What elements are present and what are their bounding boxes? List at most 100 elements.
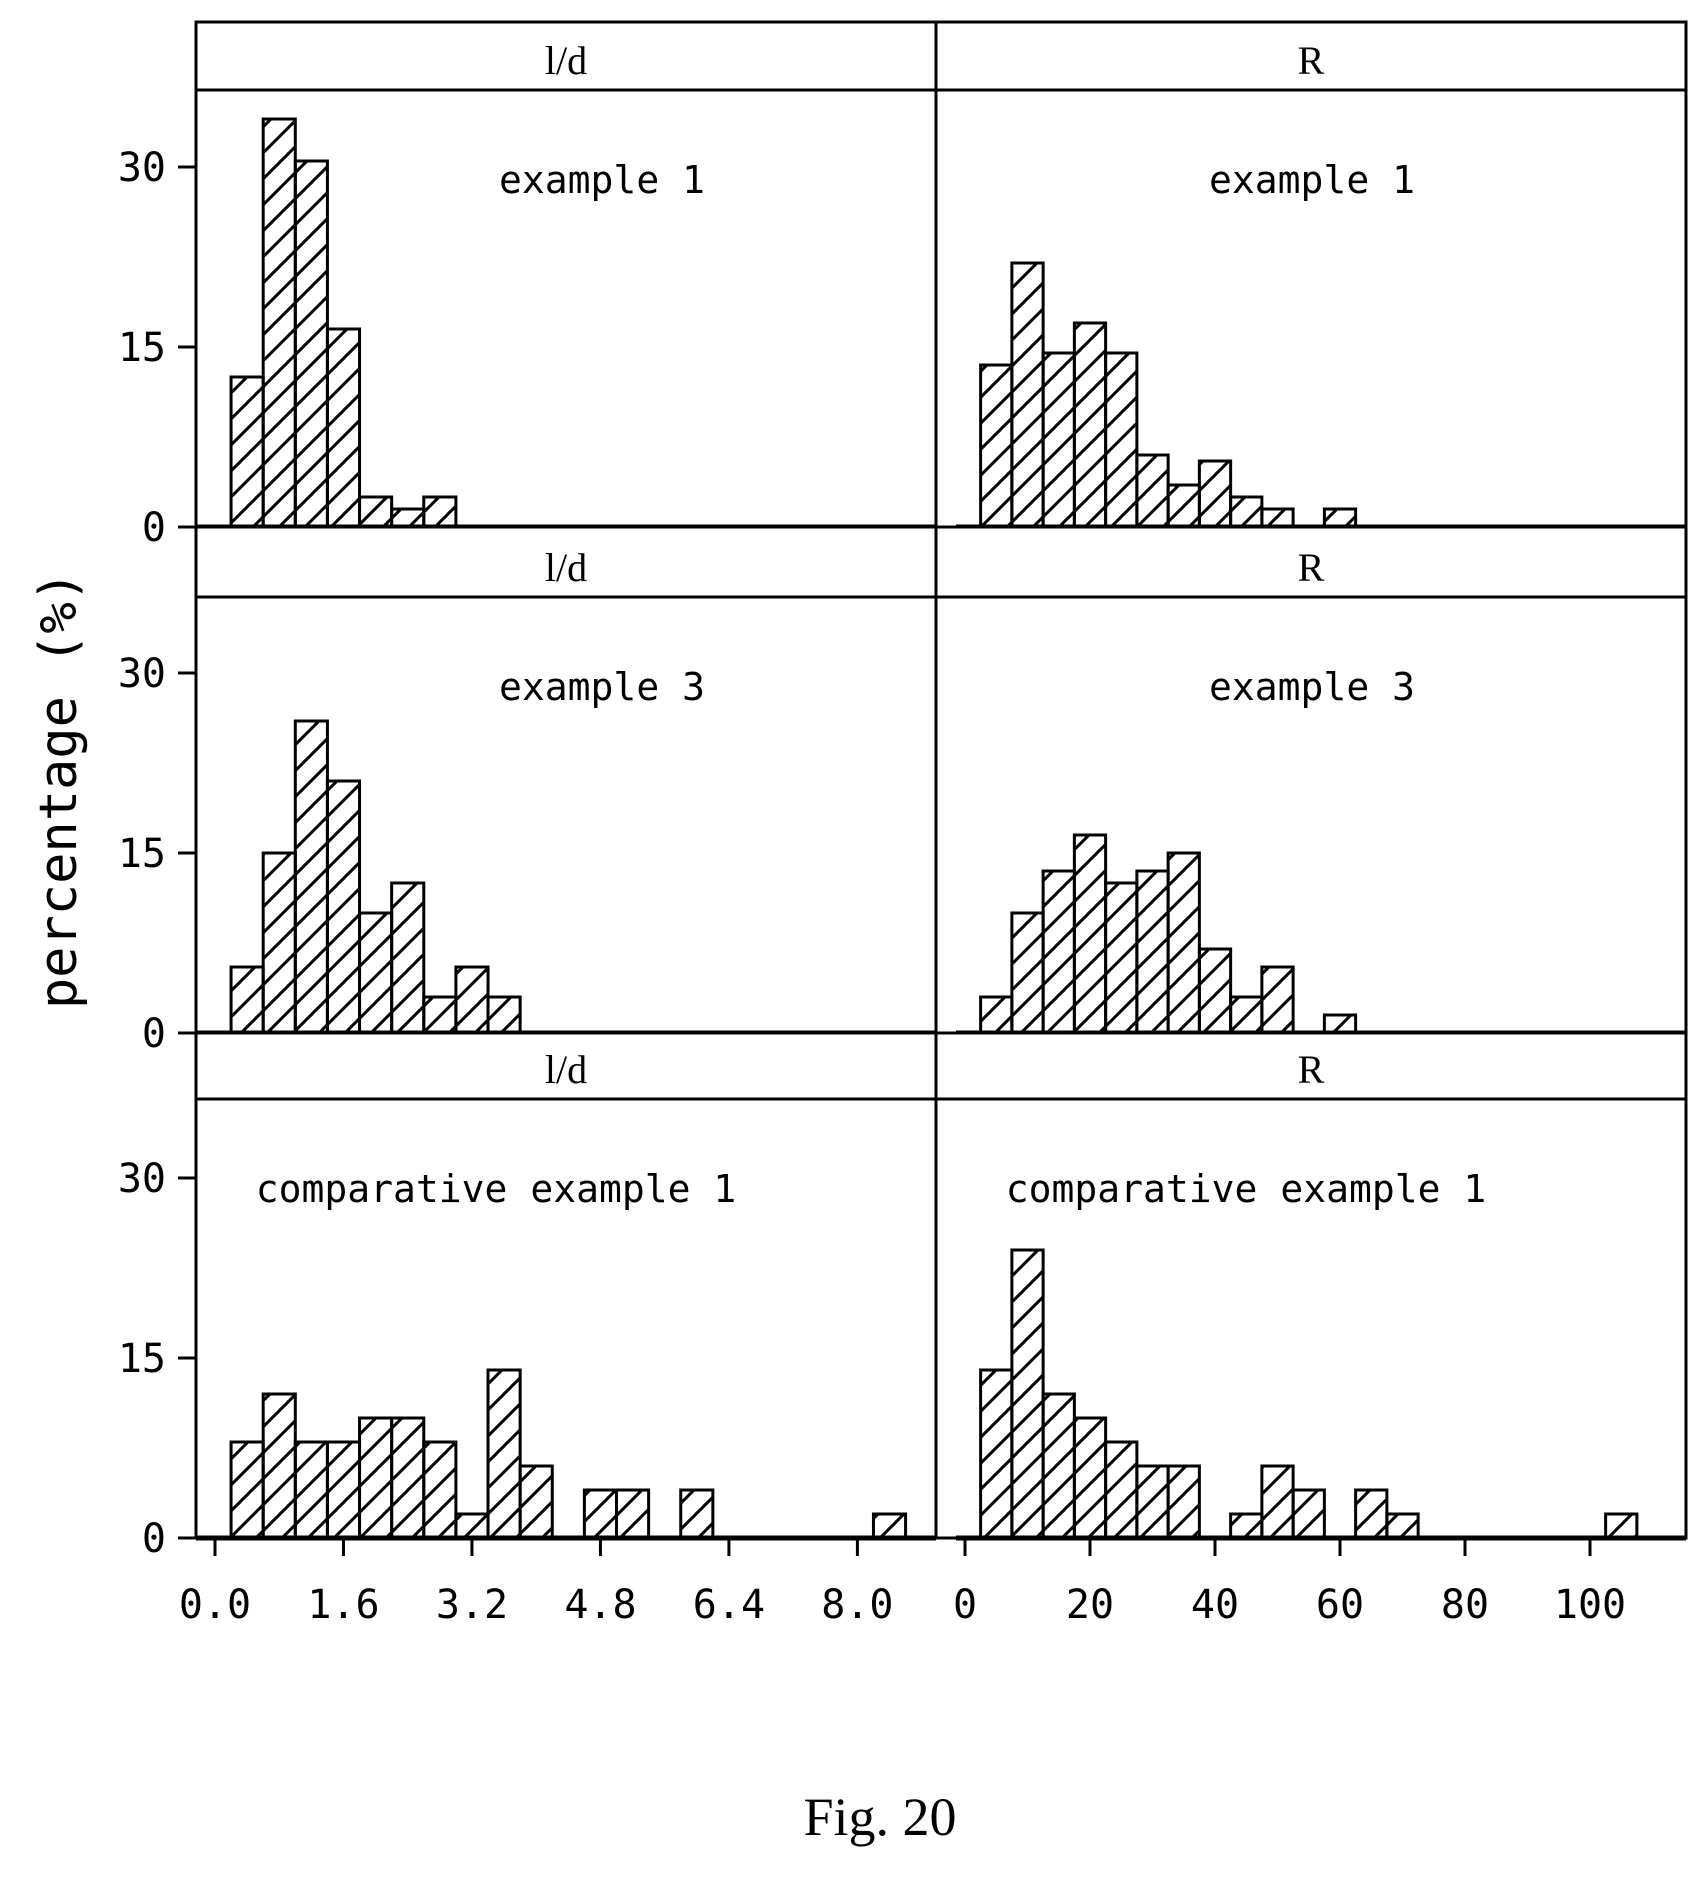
panel-strip (194, 20, 938, 92)
histogram-bar (871, 1512, 908, 1540)
histogram-bar (390, 881, 426, 1035)
histogram-bar (358, 495, 394, 529)
panel-strip (934, 20, 1688, 92)
histogram-bar (1260, 1464, 1295, 1540)
histogram-bar (1135, 869, 1170, 1035)
histogram-bar (454, 965, 490, 1035)
panel-annotation: comparative example 1 (1006, 1167, 1486, 1211)
panel-strip (934, 525, 1688, 599)
histogram-bar (1072, 833, 1108, 1035)
histogram-bar (325, 327, 362, 529)
x-tick-label: 3.2 (436, 1582, 508, 1628)
histogram-bar (293, 719, 329, 1035)
histogram-bar (422, 1440, 458, 1540)
histogram-bar (229, 1440, 265, 1540)
figure-caption: Fig. 20 (803, 1787, 956, 1847)
histogram-bar (1229, 1512, 1264, 1540)
histogram-bar (1041, 1392, 1076, 1540)
panel-ld-example-1: l/d example 1 (194, 20, 938, 530)
panel-annotation: example 3 (1209, 665, 1415, 709)
histogram-bar (261, 1392, 297, 1540)
histogram-bar (979, 995, 1014, 1035)
histogram-bar (1166, 483, 1201, 529)
histogram-bar (1041, 869, 1076, 1035)
histogram-bar (1010, 261, 1045, 529)
histogram-bar (1104, 1440, 1139, 1540)
histogram-bar (518, 1464, 554, 1540)
histogram-bar (261, 851, 297, 1035)
strip-label: l/d (545, 545, 587, 590)
x-tick-label: 6.4 (693, 1582, 765, 1628)
strip-label: l/d (545, 1047, 587, 1092)
histogram-bar (1604, 1512, 1639, 1540)
x-tick-label: 0 (953, 1582, 977, 1628)
x-tick-label: 80 (1441, 1582, 1489, 1628)
histogram-bar (679, 1488, 715, 1540)
histogram-bar (486, 1368, 522, 1540)
histogram-bar (486, 995, 522, 1035)
histogram-bar (422, 995, 458, 1035)
histogram-bar (1322, 1013, 1358, 1035)
x-tick-label: 60 (1316, 1582, 1364, 1628)
histogram-bar (615, 1488, 651, 1540)
y-tick-label: 30 (118, 651, 166, 697)
x-tick-label: 0.0 (179, 1582, 251, 1628)
x-tick-labels: 0.0 1.6 3.2 4.8 6.4 8.0 0 20 40 60 80 100 (179, 1538, 1626, 1628)
y-tick-labels: 0 15 30 0 15 30 0 15 30 (118, 145, 196, 1562)
panel-ld-example-3: l/d example 3 (194, 525, 938, 1036)
histogram-bar (1322, 507, 1358, 529)
panel-annotation: example 3 (499, 665, 705, 709)
histogram-bar (293, 159, 329, 529)
histogram-bar (582, 1488, 619, 1540)
histogram-bar (1072, 1416, 1108, 1540)
x-tick-label: 20 (1066, 1582, 1114, 1628)
histogram-bar (1229, 995, 1264, 1035)
y-tick-label: 30 (118, 1156, 166, 1202)
y-tick-label: 0 (142, 505, 166, 551)
histogram-bar (390, 507, 426, 529)
x-tick-label: 100 (1554, 1582, 1626, 1628)
y-tick-label: 0 (142, 1516, 166, 1562)
y-tick-label: 0 (142, 1011, 166, 1057)
histogram-bar (1197, 459, 1233, 529)
histogram-bar (1166, 851, 1201, 1035)
histogram-bar (1197, 947, 1233, 1035)
x-tick-label: 8.0 (821, 1582, 893, 1628)
y-tick-label: 15 (118, 1336, 166, 1382)
histogram-bar (1135, 453, 1170, 529)
histogram-bar (293, 1440, 329, 1540)
histogram-bar (358, 911, 394, 1035)
y-tick-label: 30 (118, 145, 166, 191)
strip-label: R (1298, 545, 1325, 590)
panel-annotation: example 1 (1209, 158, 1415, 202)
histogram-bar (358, 1416, 394, 1540)
histogram-bar (1010, 911, 1045, 1035)
panel-strip (934, 1031, 1688, 1101)
histogram-bar (229, 965, 265, 1035)
histogram-bar (422, 495, 458, 529)
histogram-bar (1104, 351, 1139, 529)
histogram-bar (1166, 1464, 1201, 1540)
histogram-bar (1229, 495, 1264, 529)
panel-ld-comparative-example-1: l/d comparative example 1 (194, 1031, 938, 1541)
y-tick-label: 15 (118, 831, 166, 877)
histogram-bar (1135, 1464, 1170, 1540)
histogram-bar (325, 779, 362, 1035)
histogram-bar (979, 1368, 1014, 1540)
histogram-bar (229, 375, 265, 529)
y-tick-label: 15 (118, 325, 166, 371)
histogram-bar (1041, 351, 1076, 529)
y-axis-label: percentage (%) (29, 571, 89, 1009)
histogram-bar (1072, 321, 1108, 529)
x-tick-label: 4.8 (564, 1582, 636, 1628)
panel-annotation: example 1 (499, 158, 705, 202)
histogram-bar (454, 1512, 490, 1540)
x-tick-label: 40 (1191, 1582, 1239, 1628)
histogram-bar (1291, 1488, 1326, 1540)
strip-label: l/d (545, 38, 587, 83)
